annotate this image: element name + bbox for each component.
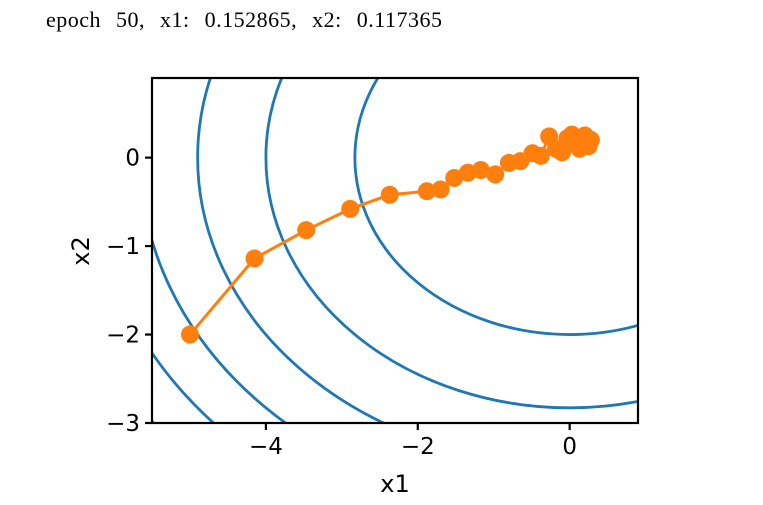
axes-spines — [150, 76, 640, 425]
trajectory-marker — [380, 185, 399, 204]
contour-line — [152, 78, 288, 423]
trajectory-marker — [553, 143, 572, 162]
x-tick-label: −4 — [249, 434, 283, 460]
x-tick-label: −2 — [401, 434, 435, 460]
trajectory-marker — [531, 146, 550, 165]
trajectory-marker — [445, 168, 464, 187]
contour-lines — [152, 78, 638, 423]
trajectory-marker — [341, 199, 360, 218]
y-tick-label: −2 — [106, 323, 140, 349]
contour-line — [152, 350, 216, 423]
chart-title: epoch 50, x1: 0.152865, x2: 0.117365 — [46, 7, 443, 32]
y-tick-label: −3 — [106, 411, 140, 437]
x-tick-label: 0 — [562, 434, 577, 460]
y-tick-label: 0 — [125, 146, 140, 172]
trajectory-marker — [572, 138, 591, 157]
trajectory-marker — [180, 325, 199, 344]
x-axis-label: x1 — [380, 470, 410, 498]
trajectory-marker — [245, 249, 264, 268]
contour-line — [353, 78, 638, 336]
trajectory-marker — [297, 221, 316, 240]
y-tick-label: −1 — [106, 234, 140, 260]
trajectory-line — [188, 132, 593, 336]
contour-line — [264, 78, 638, 410]
trajectory-marker — [486, 165, 505, 184]
y-axis-label: x2 — [67, 236, 95, 266]
contour-line — [196, 78, 387, 423]
trajectory-marker — [417, 182, 436, 201]
trajectory-marker — [431, 180, 450, 199]
trajectory — [180, 125, 600, 344]
trajectory-marker — [471, 161, 490, 179]
